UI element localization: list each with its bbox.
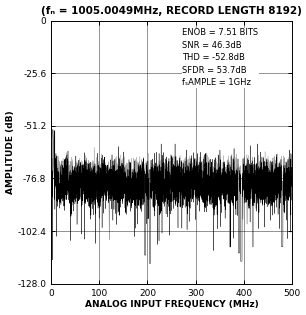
Text: ENOB = 7.51 BITS
SNR = 46.3dB
THD = -52.8dB
SFDR = 53.7dB
fₛAMPLE = 1GHz: ENOB = 7.51 BITS SNR = 46.3dB THD = -52.… xyxy=(182,28,259,87)
X-axis label: ANALOG INPUT FREQUENCY (MHz): ANALOG INPUT FREQUENCY (MHz) xyxy=(85,301,258,309)
Title: (fₙ = 1005.0049MHz, RECORD LENGTH 8192): (fₙ = 1005.0049MHz, RECORD LENGTH 8192) xyxy=(41,6,302,15)
Y-axis label: AMPLITUDE (dB): AMPLITUDE (dB) xyxy=(6,110,15,194)
